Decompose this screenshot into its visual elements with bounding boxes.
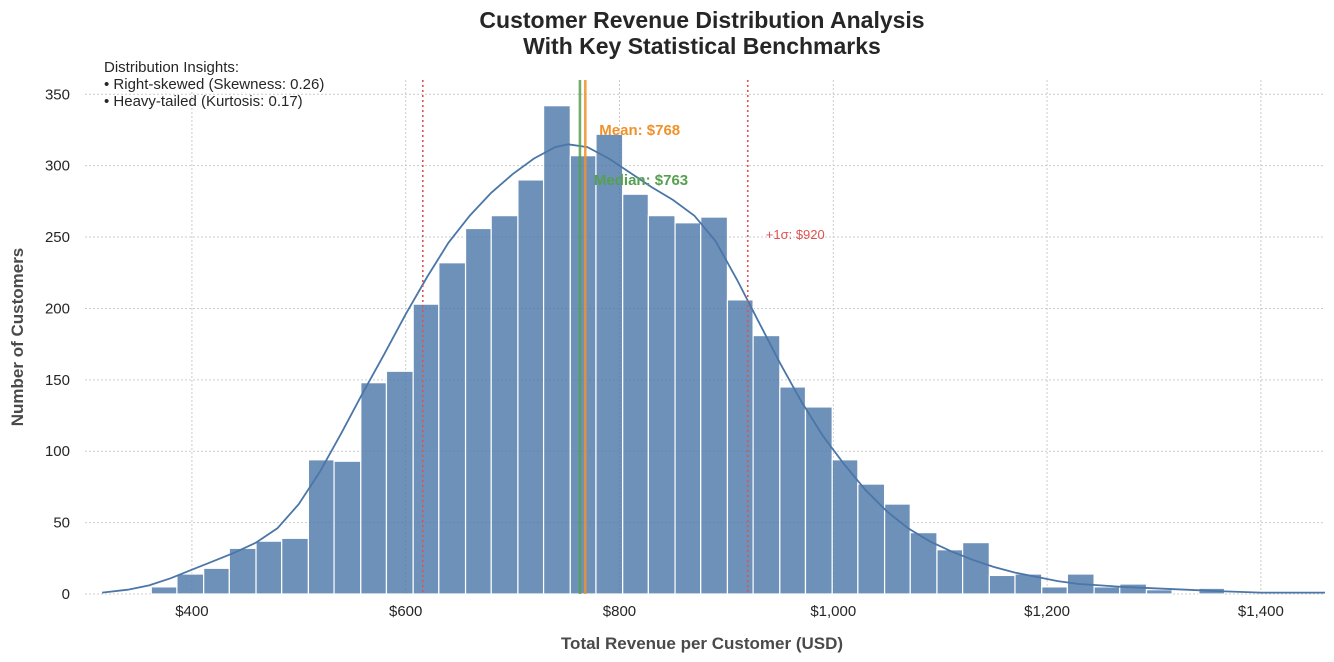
reference-line-label: Median: $763 [594, 172, 688, 189]
histogram-bar [464, 227, 492, 595]
y-tick-label: 300 [45, 158, 70, 175]
histogram-bar [150, 586, 178, 595]
histogram-bar [438, 262, 467, 595]
histogram-bar [595, 133, 624, 595]
x-tick-label: $800 [603, 603, 636, 620]
tick-layer: 0 50 100 150 200 250 300 350 $400 $600 $800 $1,000 $… [45, 86, 1284, 620]
x-tick-label: $1,000 [810, 603, 856, 620]
histogram-bar [1041, 586, 1068, 595]
histogram-bar [176, 573, 205, 595]
y-tick-label: 250 [45, 229, 70, 246]
histogram-bar [909, 532, 938, 595]
reference-line-label: +1σ: $920 [766, 227, 825, 242]
x-tick-label: $400 [175, 603, 208, 620]
histogram-bar [962, 541, 990, 595]
histogram-bar [804, 406, 833, 595]
histogram-bar [674, 222, 702, 595]
reference-line-layer: Mean: $768 Median: $763 +1σ: $920 [421, 80, 825, 594]
x-tick-label: $1,400 [1238, 603, 1284, 620]
histogram-bar [203, 567, 230, 595]
histogram-bar [490, 215, 519, 595]
y-tick-label: 100 [45, 443, 70, 460]
histogram-bar [936, 549, 964, 595]
histogram-bar [622, 193, 649, 595]
histogram-bar [752, 334, 781, 595]
histogram-bar [988, 574, 1016, 595]
kde-layer [101, 143, 1325, 594]
insights-skewness: • Right-skewed (Skewness: 0.26) [104, 76, 324, 93]
insights-heading: Distribution Insights: [104, 59, 239, 76]
kde-curve [101, 143, 1325, 594]
histogram-bar [569, 155, 597, 595]
histogram-bar [255, 540, 283, 595]
y-tick-label: 0 [62, 586, 70, 603]
bar-layer [150, 105, 1226, 595]
histogram-bar [228, 547, 257, 595]
histogram-bar [831, 459, 859, 595]
histogram-bar [412, 303, 440, 595]
histogram-bar [726, 299, 754, 595]
y-tick-label: 350 [45, 86, 70, 103]
histogram-bar [542, 105, 571, 595]
y-tick-label: 50 [53, 515, 70, 532]
histogram-bar [360, 382, 388, 595]
histogram-bar [857, 483, 886, 595]
histogram-bar [281, 537, 310, 595]
histogram-bar [647, 215, 676, 595]
histogram-bar [333, 460, 362, 595]
y-tick-label: 150 [45, 372, 70, 389]
histogram-bar [385, 370, 414, 595]
histogram-bar [883, 503, 911, 595]
x-axis-label: Total Revenue per Customer (USD) [561, 634, 843, 653]
y-axis-label: Number of Customers [8, 248, 27, 427]
chart-title-line-1: Customer Revenue Distribution Analysis [479, 7, 924, 33]
histogram-bar [779, 386, 807, 595]
histogram-bar [307, 459, 335, 595]
insights-annotation: Distribution Insights: • Right-skewed (S… [104, 59, 324, 110]
histogram-bar [1119, 583, 1148, 595]
chart-title-line-2: With Key Statistical Benchmarks [523, 33, 881, 59]
insights-kurtosis: • Heavy-tailed (Kurtosis: 0.17) [104, 93, 303, 110]
x-tick-label: $1,200 [1024, 603, 1070, 620]
histogram-bar [517, 179, 545, 595]
histogram-bar [1145, 589, 1173, 595]
y-tick-label: 200 [45, 300, 70, 317]
x-tick-label: $600 [389, 603, 422, 620]
histogram-bar [1093, 586, 1121, 595]
reference-line-label: Mean: $768 [599, 122, 680, 139]
histogram-bar [1014, 573, 1043, 595]
histogram-bar [700, 216, 729, 595]
